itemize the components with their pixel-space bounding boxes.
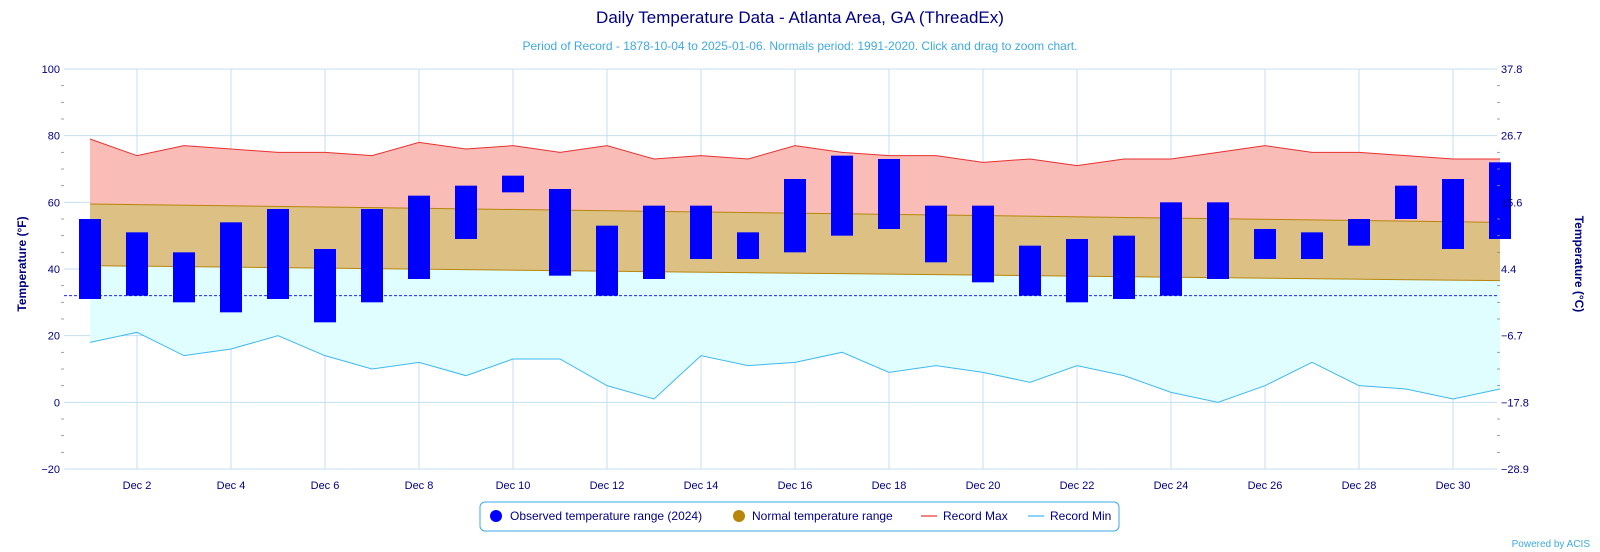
observed-bar[interactable] bbox=[690, 205, 712, 259]
y-tick-label-f: 40 bbox=[48, 264, 60, 276]
observed-bar[interactable] bbox=[1019, 245, 1041, 296]
legend-item-observed[interactable]: Observed temperature range (2024) bbox=[490, 509, 702, 523]
observed-bar[interactable] bbox=[126, 232, 148, 296]
x-tick-label: Dec 12 bbox=[590, 480, 625, 492]
observed-bar[interactable] bbox=[737, 232, 759, 259]
legend-box bbox=[479, 501, 1120, 532]
axes: −20 −28.9 0 −17.8 20 −6.7 40 4.4 60 15.6 80 26.7 100… bbox=[41, 64, 1529, 492]
observed-bar[interactable] bbox=[1348, 219, 1370, 246]
chart-subtitle: Period of Record - 1878-10-04 to 2025-01… bbox=[523, 39, 1078, 53]
y-axis-label-left: Temperature (°F) bbox=[15, 216, 29, 311]
x-tick-label: Dec 24 bbox=[1154, 480, 1189, 492]
legend-normal-marker bbox=[733, 510, 745, 522]
x-tick-label: Dec 26 bbox=[1248, 480, 1283, 492]
legend-observed-marker bbox=[490, 510, 502, 522]
x-tick-label: Dec 22 bbox=[1060, 480, 1095, 492]
x-tick-label: Dec 14 bbox=[684, 480, 719, 492]
y-tick-label-c: −6.7 bbox=[1501, 331, 1523, 343]
y-tick-label-c: 37.8 bbox=[1501, 64, 1522, 76]
x-tick-label: Dec 16 bbox=[778, 480, 813, 492]
observed-bar[interactable] bbox=[972, 205, 994, 283]
observed-bar[interactable] bbox=[173, 252, 195, 303]
x-tick-label: Dec 18 bbox=[872, 480, 907, 492]
y-tick-label-f: 80 bbox=[48, 131, 60, 143]
observed-bar[interactable] bbox=[455, 185, 477, 239]
observed-bar[interactable] bbox=[925, 205, 947, 263]
observed-bar[interactable] bbox=[1254, 229, 1276, 259]
observed-bar[interactable] bbox=[1160, 202, 1182, 296]
x-tick-label: Dec 4 bbox=[217, 480, 246, 492]
record-min-band bbox=[90, 265, 1500, 403]
observed-bar[interactable] bbox=[1442, 179, 1464, 249]
record-lines bbox=[64, 138, 1501, 403]
observed-bar[interactable] bbox=[361, 209, 383, 303]
legend-record-max-label: Record Max bbox=[943, 509, 1008, 523]
y-tick-label-f: 0 bbox=[54, 397, 60, 409]
legend-item-record-max[interactable]: Record Max bbox=[921, 509, 1008, 523]
y-tick-label-c: 4.4 bbox=[1501, 264, 1516, 276]
legend-normal-label: Normal temperature range bbox=[752, 509, 893, 523]
x-tick-label: Dec 20 bbox=[966, 480, 1001, 492]
legend-item-record-min[interactable]: Record Min bbox=[1028, 509, 1111, 523]
observed-bar[interactable] bbox=[314, 249, 336, 323]
observed-bars bbox=[79, 155, 1511, 323]
y-tick-label-c: −28.9 bbox=[1501, 464, 1529, 476]
legend-observed-label: Observed temperature range (2024) bbox=[510, 509, 702, 523]
acis-credit-link[interactable]: Powered by ACIS bbox=[1512, 539, 1591, 550]
observed-bar[interactable] bbox=[502, 175, 524, 193]
observed-bar[interactable] bbox=[1301, 232, 1323, 259]
observed-bar[interactable] bbox=[1207, 202, 1229, 279]
observed-bar[interactable] bbox=[267, 209, 289, 299]
x-tick-label: Dec 6 bbox=[311, 480, 340, 492]
x-tick-label: Dec 30 bbox=[1436, 480, 1471, 492]
legend-item-normal[interactable]: Normal temperature range bbox=[733, 509, 893, 523]
y-tick-label-c: 15.6 bbox=[1501, 197, 1522, 209]
observed-bar[interactable] bbox=[1066, 239, 1088, 303]
y-tick-label-f: −20 bbox=[41, 464, 60, 476]
observed-bar[interactable] bbox=[408, 195, 430, 279]
observed-bar[interactable] bbox=[1395, 185, 1417, 219]
observed-bar[interactable] bbox=[784, 179, 806, 253]
legend: Observed temperature range (2024) Normal… bbox=[479, 501, 1120, 532]
observed-bar[interactable] bbox=[220, 222, 242, 313]
y-tick-label-c: 26.7 bbox=[1501, 131, 1522, 143]
record-min-line bbox=[89, 331, 1501, 403]
x-tick-label: Dec 8 bbox=[405, 480, 434, 492]
y-tick-label-f: 100 bbox=[42, 64, 60, 76]
observed-bar[interactable] bbox=[878, 159, 900, 229]
observed-bar[interactable] bbox=[1113, 235, 1135, 299]
observed-bar[interactable] bbox=[643, 205, 665, 279]
observed-bar[interactable] bbox=[831, 155, 853, 236]
legend-record-min-label: Record Min bbox=[1050, 509, 1111, 523]
observed-bar[interactable] bbox=[79, 219, 101, 299]
record-max-line bbox=[89, 138, 1500, 167]
y-tick-label-f: 60 bbox=[48, 197, 60, 209]
x-tick-label: Dec 28 bbox=[1342, 480, 1377, 492]
chart-title: Daily Temperature Data - Atlanta Area, G… bbox=[596, 8, 1004, 27]
y-axis-label-right: Temperature (°C) bbox=[1572, 216, 1586, 313]
observed-bar[interactable] bbox=[549, 189, 571, 276]
x-tick-label: Dec 2 bbox=[123, 480, 152, 492]
y-tick-label-c: −17.8 bbox=[1501, 397, 1529, 409]
observed-bar[interactable] bbox=[596, 225, 618, 296]
x-tick-label: Dec 10 bbox=[496, 480, 531, 492]
observed-bar[interactable] bbox=[1489, 162, 1511, 239]
y-tick-label-f: 20 bbox=[48, 331, 60, 343]
